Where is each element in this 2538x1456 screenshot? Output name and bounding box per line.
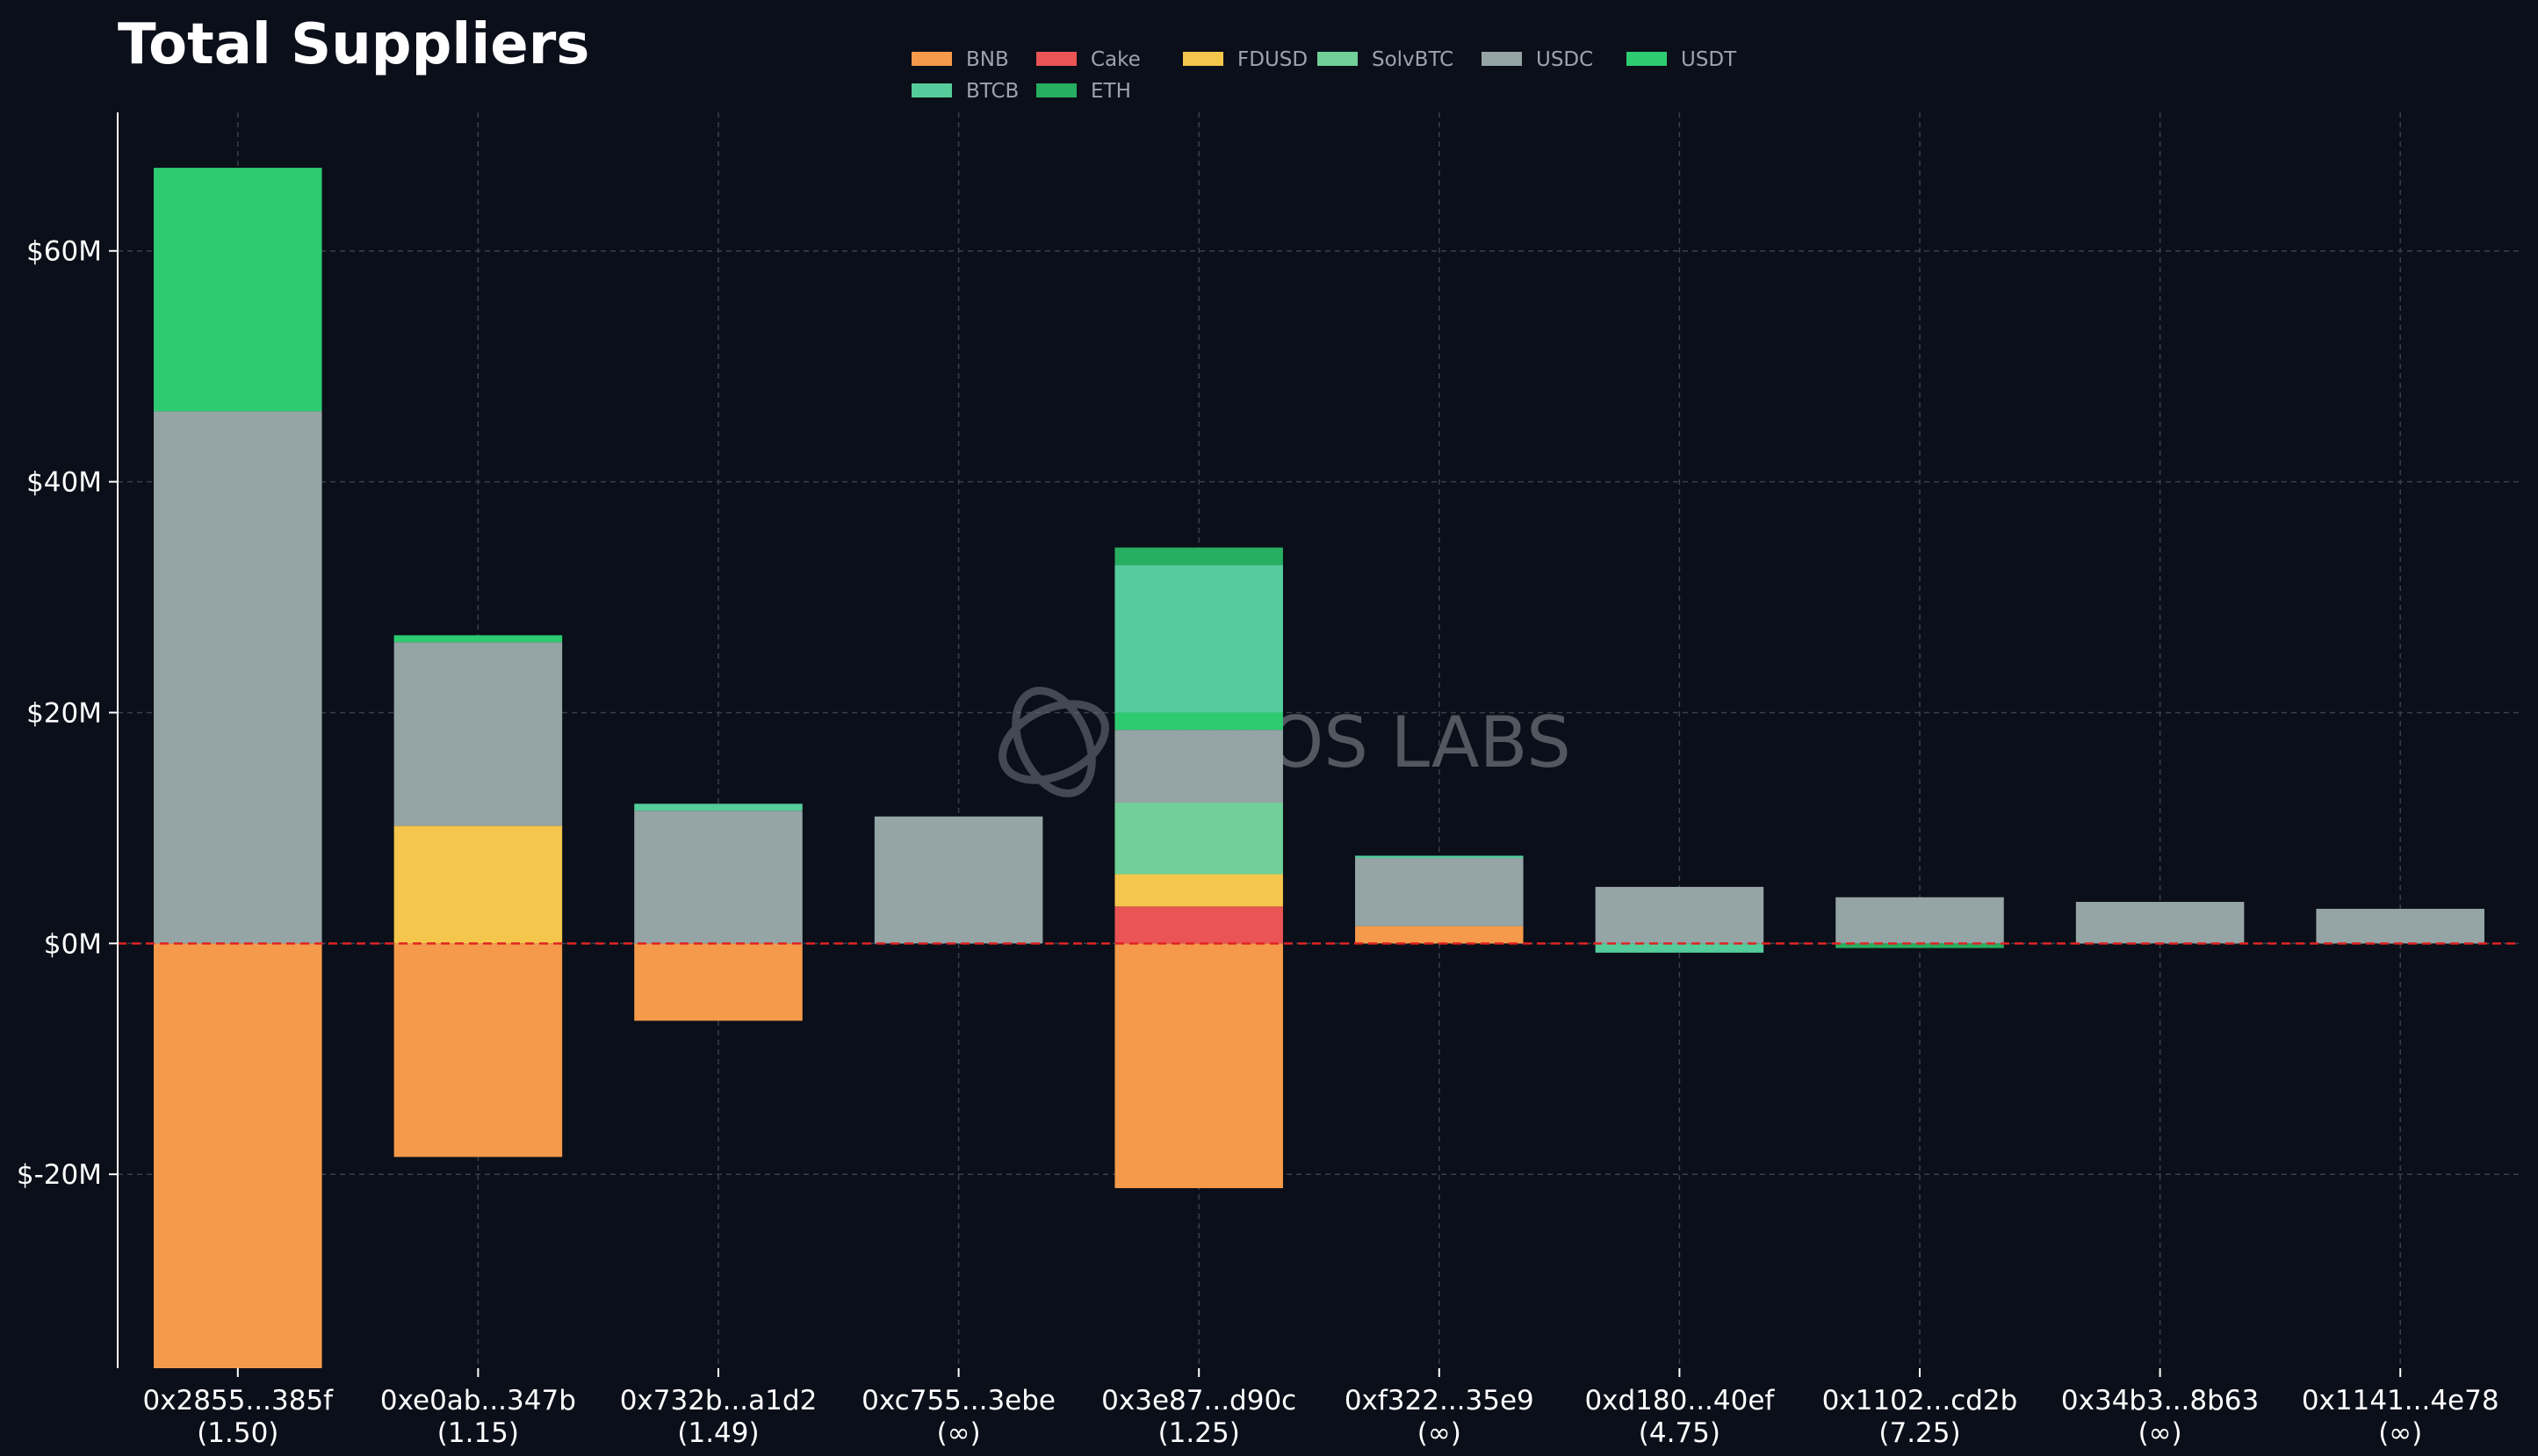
bar-segment — [2075, 902, 2245, 944]
bar-segment — [1114, 712, 1283, 731]
bar-segment — [1355, 858, 1524, 926]
bar-segment — [1114, 802, 1283, 875]
x-tick-sublabel: (1.25) — [1158, 1417, 1240, 1449]
legend-swatch — [912, 52, 952, 66]
chaos-labs-logo-icon — [999, 687, 1109, 797]
y-tick-label: $60M — [26, 236, 102, 268]
legend-label: ETH — [1091, 80, 1131, 103]
bar-segment — [1835, 897, 2004, 944]
legend-label: USDT — [1681, 48, 1737, 71]
legend: BNB Cake FDUSD SolvBTC USDC USDT BTCB ETH — [912, 48, 1737, 103]
chart-title: Total Suppliers — [118, 12, 589, 77]
bars — [154, 168, 2484, 1368]
legend-label: Cake — [1091, 48, 1141, 71]
bar-segment — [1595, 943, 1764, 953]
legend-swatch — [1036, 83, 1077, 97]
x-tick-label: 0x1102...cd2b — [1822, 1385, 2018, 1416]
legend-swatch — [1482, 52, 1522, 66]
bar-segment — [154, 411, 322, 944]
bar-segment — [1114, 906, 1283, 944]
bar-segment — [1595, 886, 1764, 944]
x-tick-label: 0x732b...a1d2 — [620, 1385, 818, 1416]
x-tick-sublabel: (1.50) — [197, 1417, 278, 1449]
bar-segment — [634, 804, 803, 811]
bar-segment — [1355, 855, 1524, 859]
x-tick-label: 0xd180...40ef — [1584, 1385, 1775, 1416]
x-tick-sublabel: (∞) — [1417, 1417, 1461, 1449]
bar-segment — [1114, 730, 1283, 803]
y-tick-label: $0M — [44, 928, 102, 960]
bar-segment — [1114, 874, 1283, 907]
bar-segment — [393, 635, 563, 643]
y-tick-label: $20M — [26, 697, 102, 729]
bar-segment — [1114, 565, 1283, 713]
bar-segment — [393, 943, 563, 1157]
x-tick-label: 0x3e87...d90c — [1101, 1385, 1296, 1416]
x-tick-label: 0x34b3...8b63 — [2061, 1385, 2259, 1416]
x-tick-sublabel: (∞) — [937, 1417, 981, 1449]
bar-segment — [393, 825, 563, 944]
x-tick-label: 0xe0ab...347b — [380, 1385, 576, 1416]
bar-segment — [154, 943, 322, 1368]
legend-label: USDC — [1536, 48, 1593, 71]
x-tick-label: 0xf322...35e9 — [1345, 1385, 1534, 1416]
bar-segment — [1355, 926, 1524, 944]
legend-swatch — [1036, 52, 1077, 66]
bar-segment — [2316, 908, 2484, 944]
bar-segment — [1835, 943, 2004, 948]
x-tick-label: 0xc755...3ebe — [862, 1385, 1056, 1416]
legend-swatch — [1317, 52, 1358, 66]
legend-swatch — [912, 83, 952, 97]
x-tick-sublabel: (1.15) — [437, 1417, 519, 1449]
bar-segment — [634, 943, 803, 1021]
legend-label: BTCB — [966, 80, 1019, 103]
x-tick-sublabel: (4.75) — [1639, 1417, 1720, 1449]
bar-segment — [154, 168, 322, 412]
x-tick-sublabel: (∞) — [2378, 1417, 2422, 1449]
axes: $-20M $0M $20M $40M $60M 0x2855...385f(1.50) 0… — [17, 112, 2520, 1449]
x-tick-sublabel: (∞) — [2138, 1417, 2182, 1449]
legend-label: BNB — [966, 48, 1009, 71]
bar-segment — [634, 811, 803, 944]
bar-segment — [874, 816, 1043, 944]
legend-swatch — [1626, 52, 1667, 66]
legend-label: FDUSD — [1237, 48, 1308, 71]
y-tick-label: $40M — [26, 467, 102, 499]
bar-segment — [393, 642, 563, 826]
x-tick-sublabel: (7.25) — [1878, 1417, 1960, 1449]
legend-label: SolvBTC — [1372, 48, 1453, 71]
bar-segment — [1114, 547, 1283, 566]
x-tick-sublabel: (1.49) — [677, 1417, 759, 1449]
bar-segment — [1114, 943, 1283, 1188]
legend-swatch — [1183, 52, 1223, 66]
y-tick-label: $-20M — [17, 1159, 102, 1191]
x-tick-label: 0x2855...385f — [142, 1385, 334, 1416]
x-tick-label: 0x1141...4e78 — [2302, 1385, 2499, 1416]
